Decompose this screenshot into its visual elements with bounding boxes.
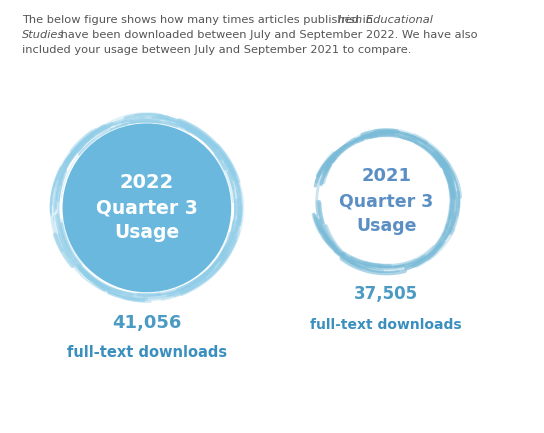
Text: included your usage between July and September 2021 to compare.: included your usage between July and Sep… <box>22 45 411 55</box>
Ellipse shape <box>63 123 231 292</box>
Text: Usage: Usage <box>114 223 180 242</box>
Text: The below figure shows how many times articles published in: The below figure shows how many times ar… <box>22 15 376 25</box>
Text: 2021: 2021 <box>361 167 411 185</box>
Text: Usage: Usage <box>356 217 417 236</box>
Text: have been downloaded between July and September 2022. We have also: have been downloaded between July and Se… <box>57 30 477 40</box>
Text: Studies: Studies <box>22 30 64 40</box>
Ellipse shape <box>326 141 446 262</box>
Text: Quarter 3: Quarter 3 <box>96 198 198 217</box>
Text: Quarter 3: Quarter 3 <box>339 192 434 210</box>
Text: full-text downloads: full-text downloads <box>67 346 227 360</box>
Text: Irish Educational: Irish Educational <box>338 15 433 25</box>
Text: 2022: 2022 <box>120 173 174 192</box>
Text: 41,056: 41,056 <box>112 313 182 332</box>
Text: full-text downloads: full-text downloads <box>311 318 462 332</box>
Text: 37,505: 37,505 <box>354 285 418 304</box>
Ellipse shape <box>324 139 449 264</box>
